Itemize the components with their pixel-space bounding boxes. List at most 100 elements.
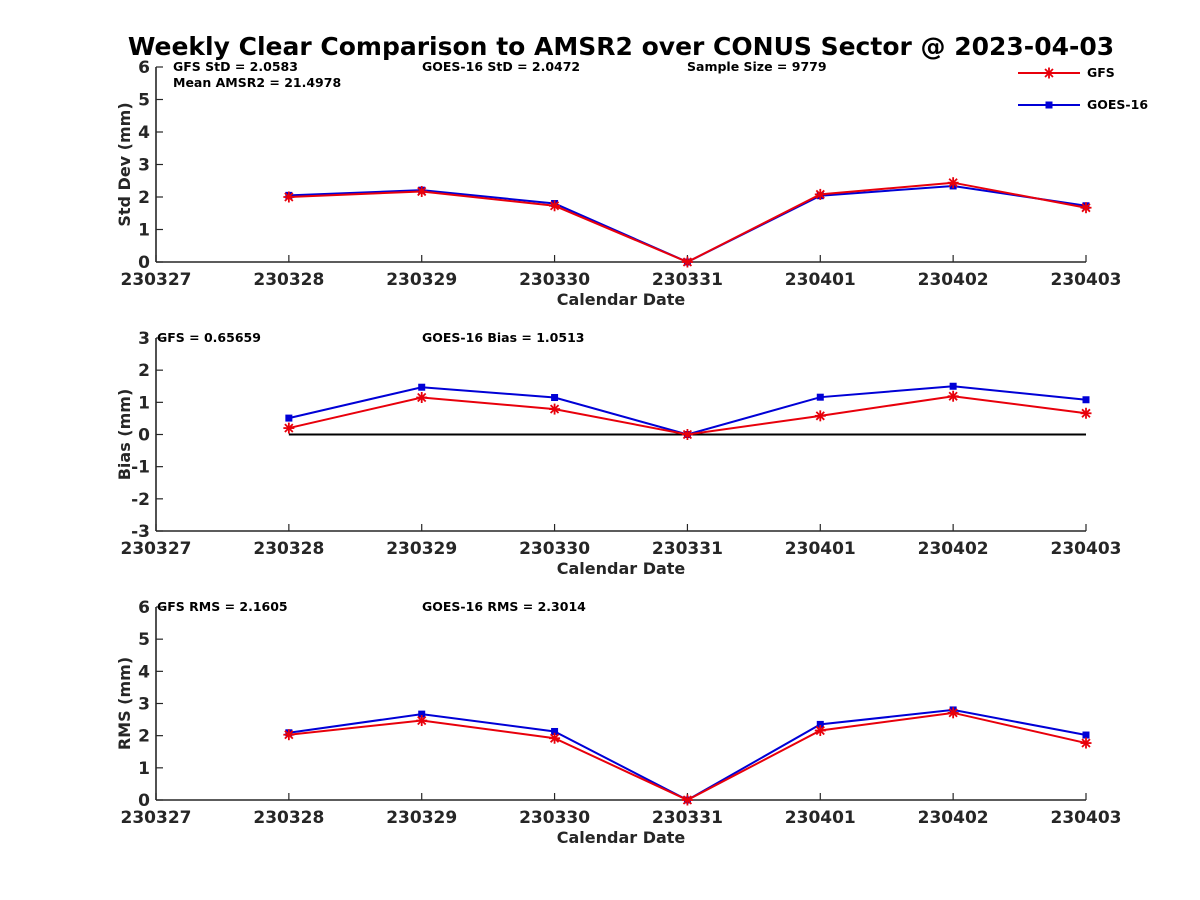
stat-annotation: GOES-16 RMS = 2.3014	[422, 599, 586, 614]
x-tick-label: 230402	[918, 270, 989, 290]
y-tick-label: 6	[138, 598, 150, 618]
series-gfs	[283, 177, 1092, 268]
x-tick-label: 230401	[785, 539, 856, 559]
data-point-gfs-stroke	[1081, 203, 1091, 213]
data-point-gfs	[549, 403, 561, 415]
chart-title: Weekly Clear Comparison to AMSR2 over CO…	[128, 32, 1114, 61]
data-point-goes16	[816, 720, 824, 728]
legend-entry-goes16: GOES-16	[1018, 97, 1148, 112]
x-tick-label: 230329	[386, 808, 457, 828]
data-point-gfs	[549, 732, 561, 744]
y-tick-label: 4	[138, 662, 150, 682]
x-tick-label: 230330	[519, 808, 590, 828]
x-tick-label: 230327	[121, 539, 192, 559]
y-tick-label: 3	[138, 695, 150, 715]
x-tick-label: 230329	[386, 539, 457, 559]
data-point-goes16	[418, 710, 426, 718]
stat-annotation: Mean AMSR2 = 21.4978	[173, 75, 341, 90]
y-tick-label: 0	[138, 426, 150, 446]
y-tick-label: 2	[138, 727, 150, 747]
data-point-gfs	[1080, 407, 1092, 419]
data-point-gfs-stroke	[948, 708, 958, 718]
x-tick-label: 230403	[1051, 539, 1122, 559]
x-axis-label: Calendar Date	[557, 828, 686, 847]
data-point-gfs-stroke	[815, 411, 825, 421]
y-tick-label: 1	[138, 393, 150, 413]
data-point-gfs-stroke	[682, 257, 693, 267]
x-tick-label: 230329	[386, 270, 457, 290]
data-point-gfs-stroke	[549, 404, 560, 414]
legend-label-gfs: GFS	[1087, 65, 1115, 80]
data-point-gfs	[283, 729, 295, 741]
stat-annotation: GOES-16 StD = 2.0472	[422, 59, 580, 74]
data-point-goes16	[816, 393, 824, 401]
y-tick-label: 4	[138, 123, 150, 143]
x-tick-label: 230403	[1051, 808, 1122, 828]
x-tick-label: 230331	[652, 539, 723, 559]
data-point-goes16	[949, 382, 957, 390]
panel-std: 0 1 2 3 4 5 6 230327 230328 230329 230330 230331 230…	[115, 58, 1121, 309]
data-point-gfs	[416, 715, 428, 727]
x-tick-label: 230403	[1051, 270, 1122, 290]
y-tick-label: 2	[138, 361, 150, 381]
legend: GFS GOES-16	[1018, 65, 1148, 112]
data-point-gfs-stroke	[1081, 738, 1091, 748]
series-line-gfs	[288, 395, 1087, 436]
x-tick-label: 230330	[519, 270, 590, 290]
x-axis-label: Calendar Date	[557, 290, 686, 309]
data-point-gfs	[416, 392, 428, 404]
x-tick-label: 230401	[785, 270, 856, 290]
data-point-gfs-stroke	[815, 725, 825, 736]
data-point-gfs	[947, 707, 959, 719]
x-axis-label: Calendar Date	[557, 559, 686, 578]
data-point-gfs-stroke	[284, 192, 294, 202]
data-point-goes16	[285, 414, 293, 422]
stat-annotation: GFS = 0.65659	[157, 330, 261, 345]
x-tick-label: 230330	[519, 539, 590, 559]
x-tick-label: 230402	[918, 808, 989, 828]
data-point-goes16	[1082, 396, 1090, 404]
y-tick-label: -1	[131, 458, 150, 478]
data-point-gfs-stroke	[549, 201, 560, 211]
y-tick-label: 0	[138, 791, 150, 811]
data-point-goes16	[418, 383, 426, 391]
series-line-gfs	[288, 181, 1087, 264]
data-point-gfs	[814, 188, 826, 200]
data-point-gfs	[947, 177, 959, 189]
data-point-gfs	[947, 390, 959, 402]
data-point-gfs	[1080, 737, 1092, 749]
x-tick-label: 230328	[253, 808, 324, 828]
series-goes16	[285, 706, 1090, 804]
data-point-gfs-stroke	[284, 423, 294, 433]
stat-annotation: GFS RMS = 2.1605	[157, 599, 288, 614]
stat-annotation: Sample Size = 9779	[687, 59, 827, 74]
data-point-gfs	[681, 429, 693, 440]
data-point-gfs	[814, 725, 826, 737]
series-line-goes16	[288, 708, 1087, 802]
legend-asterisk-gfs	[1043, 67, 1055, 79]
x-tick-label: 230331	[652, 808, 723, 828]
data-point-gfs	[814, 410, 826, 422]
data-point-gfs-stroke	[948, 391, 958, 401]
legend-marker-goes16	[1045, 101, 1053, 109]
x-tick-label: 230327	[121, 270, 192, 290]
data-point-gfs-stroke	[284, 730, 294, 740]
x-tick-label: 230402	[918, 539, 989, 559]
y-tick-label: -3	[131, 522, 150, 542]
data-point-gfs-stroke	[948, 178, 958, 188]
x-tick-label: 230327	[121, 808, 192, 828]
y-axis-label: Bias (mm)	[115, 389, 134, 481]
data-point-gfs-stroke	[682, 429, 693, 440]
legend-label-goes16: GOES-16	[1087, 97, 1148, 112]
data-point-gfs	[549, 200, 561, 212]
data-point-gfs	[1080, 202, 1092, 214]
y-tick-label: -2	[131, 490, 150, 510]
y-tick-label: 1	[138, 759, 150, 779]
series-gfs	[283, 390, 1092, 440]
x-tick-label: 230331	[652, 270, 723, 290]
x-tick-label: 230401	[785, 808, 856, 828]
data-point-gfs-stroke	[815, 189, 825, 199]
stat-annotation: GOES-16 Bias = 1.0513	[422, 330, 584, 345]
